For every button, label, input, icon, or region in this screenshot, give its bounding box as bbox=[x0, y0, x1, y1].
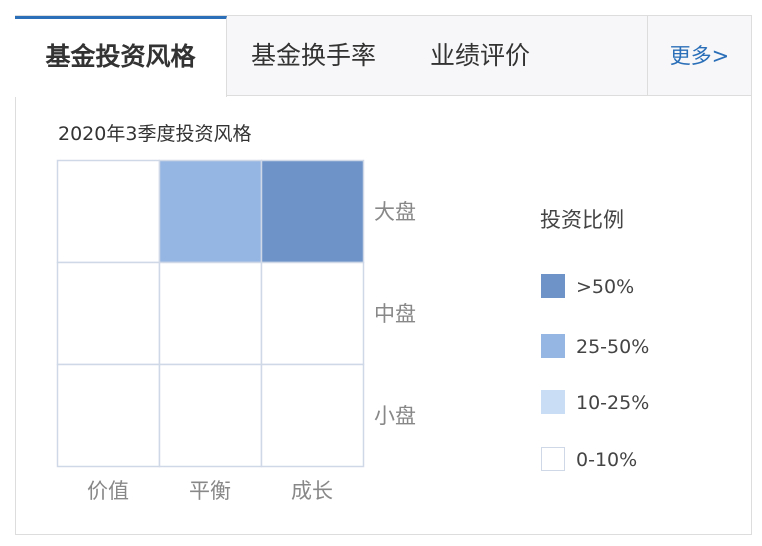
legend-swatch bbox=[541, 274, 565, 298]
heatmap-cell bbox=[56, 363, 161, 468]
heatmap-cell bbox=[260, 363, 365, 468]
legend-swatch bbox=[541, 334, 565, 358]
x-tick-label: 价值 bbox=[87, 479, 129, 503]
tab-bar: 基金投资风格 基金换手率 业绩评价 更多> bbox=[15, 16, 751, 97]
legend-label: >50% bbox=[576, 276, 634, 298]
heatmap-cell bbox=[56, 261, 161, 366]
legend-swatch bbox=[541, 390, 565, 414]
tab-turnover-rate[interactable]: 基金换手率 bbox=[251, 41, 377, 70]
heatmap-cell bbox=[158, 363, 263, 468]
heatmap-cell bbox=[158, 261, 263, 366]
y-tick-label: 小盘 bbox=[374, 404, 416, 428]
x-tick-label: 成长 bbox=[291, 479, 333, 503]
y-tick-label: 中盘 bbox=[374, 302, 416, 326]
legend-label: 25-50% bbox=[576, 336, 649, 358]
legend-title: 投资比例 bbox=[540, 208, 624, 232]
heatmap-cell bbox=[260, 159, 365, 264]
x-tick-label: 平衡 bbox=[189, 479, 231, 503]
legend-label: 0-10% bbox=[576, 449, 637, 471]
tab-investment-style[interactable]: 基金投资风格 bbox=[15, 16, 227, 97]
heatmap-cell bbox=[56, 159, 161, 264]
chart-title: 2020年3季度投资风格 bbox=[58, 123, 252, 145]
y-tick-label: 大盘 bbox=[374, 200, 416, 224]
legend-swatch bbox=[541, 447, 565, 471]
tab-performance-review[interactable]: 业绩评价 bbox=[430, 41, 531, 70]
heatmap-cell bbox=[260, 261, 365, 366]
heatmap-cell bbox=[158, 159, 263, 264]
legend-label: 10-25% bbox=[576, 392, 649, 414]
more-link[interactable]: 更多> bbox=[647, 16, 751, 96]
